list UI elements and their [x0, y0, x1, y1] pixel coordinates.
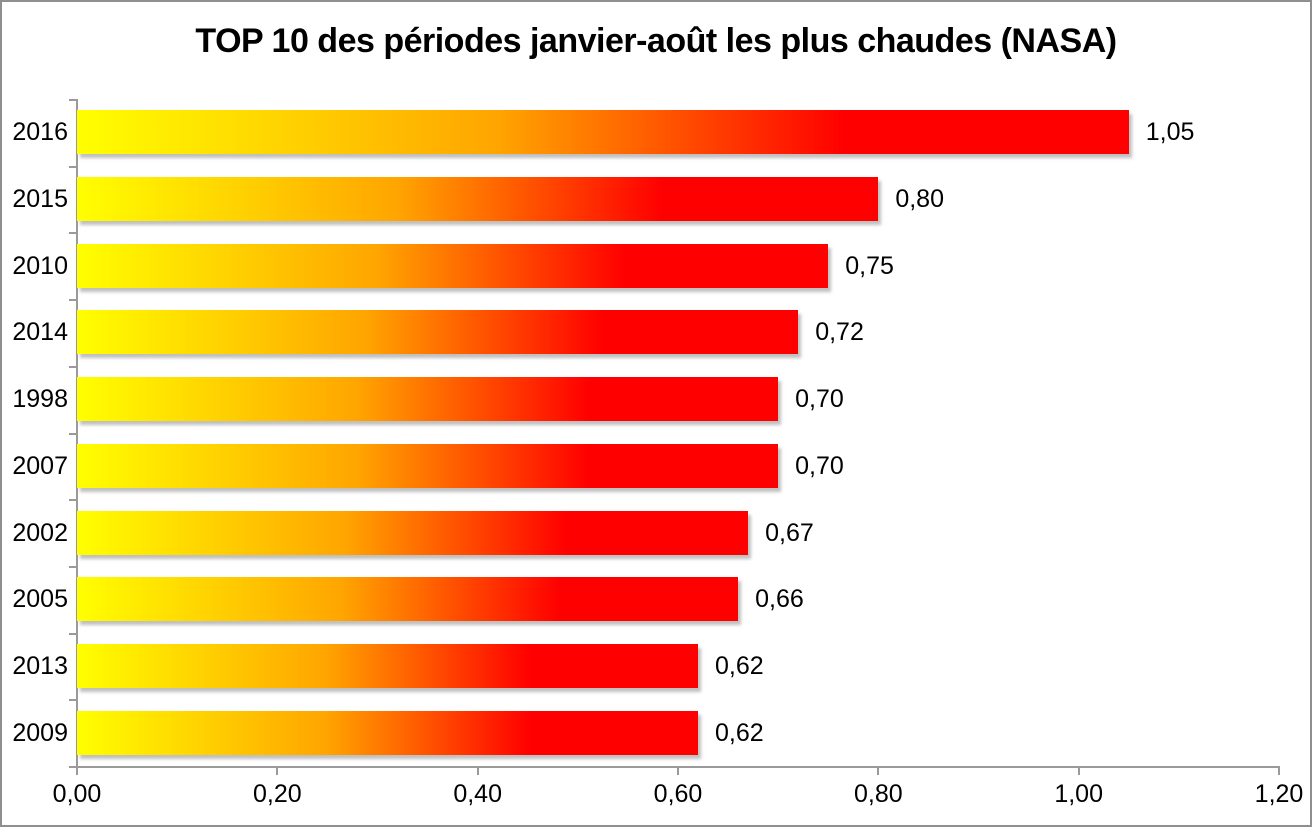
- y-axis-tick: [69, 365, 77, 368]
- category-label: 2013: [12, 651, 68, 680]
- y-axis-tick: [69, 99, 77, 101]
- y-axis-tick: [69, 432, 77, 435]
- value-label: 0,70: [795, 451, 844, 480]
- category-label: 2015: [12, 185, 68, 214]
- x-axis-tick: [877, 768, 880, 775]
- value-label: 0,62: [715, 718, 764, 747]
- bar-2016[interactable]: [77, 110, 1129, 155]
- bar-2013[interactable]: [77, 643, 699, 688]
- x-axis-tick: [276, 768, 279, 775]
- bar-2005[interactable]: [77, 577, 739, 622]
- value-label: 0,62: [715, 651, 764, 680]
- x-tick-label: 0,20: [252, 780, 302, 808]
- category-label: 2010: [12, 251, 68, 280]
- x-tick-label: 0,00: [52, 780, 102, 808]
- category-label: 2009: [12, 718, 68, 747]
- x-axis-tick: [76, 768, 78, 775]
- value-label: 0,70: [795, 385, 844, 414]
- x-axis-tick: [476, 768, 479, 775]
- y-axis-tick: [69, 632, 77, 635]
- x-tick-label: 1,20: [1254, 780, 1304, 808]
- y-axis-tick: [69, 232, 77, 235]
- category-label: 2016: [12, 118, 68, 147]
- x-axis-tick: [677, 768, 679, 775]
- chart-title: TOP 10 des périodes janvier-août les plu…: [195, 22, 1117, 60]
- x-tick-label: 0,60: [653, 780, 703, 808]
- category-label: 2005: [12, 585, 68, 614]
- x-tick-label: 0,40: [453, 780, 502, 808]
- category-label: 2007: [12, 451, 68, 480]
- y-axis-tick: [69, 699, 77, 702]
- x-tick-label: 1,00: [1054, 780, 1103, 808]
- category-label: 2014: [12, 318, 68, 347]
- y-axis-tick: [69, 766, 77, 768]
- value-label: 1,05: [1145, 118, 1195, 147]
- value-label: 0,72: [815, 318, 864, 347]
- value-label: 0,66: [755, 585, 804, 614]
- bar-2007[interactable]: [77, 443, 779, 488]
- value-label: 0,75: [845, 251, 894, 280]
- x-axis-tick: [1077, 768, 1080, 775]
- category-label: 1998: [12, 385, 68, 414]
- x-tick-label: 0,80: [853, 780, 903, 808]
- y-axis-tick: [69, 565, 77, 568]
- value-label: 0,67: [765, 518, 814, 547]
- x-axis-line: [76, 766, 1280, 768]
- bar-2010[interactable]: [77, 243, 829, 288]
- bar-2014[interactable]: [77, 310, 799, 355]
- bar-2009[interactable]: [77, 710, 699, 755]
- value-label: 0,80: [895, 185, 944, 214]
- y-axis-tick: [69, 165, 77, 168]
- y-axis-tick: [69, 499, 77, 502]
- y-axis-tick: [69, 299, 77, 302]
- category-label: 2002: [12, 518, 68, 547]
- bar-1998[interactable]: [77, 377, 779, 422]
- bar-2002[interactable]: [77, 510, 749, 555]
- x-axis-tick: [1278, 768, 1280, 775]
- y-axis-line: [76, 99, 78, 768]
- bar-2015[interactable]: [77, 177, 879, 222]
